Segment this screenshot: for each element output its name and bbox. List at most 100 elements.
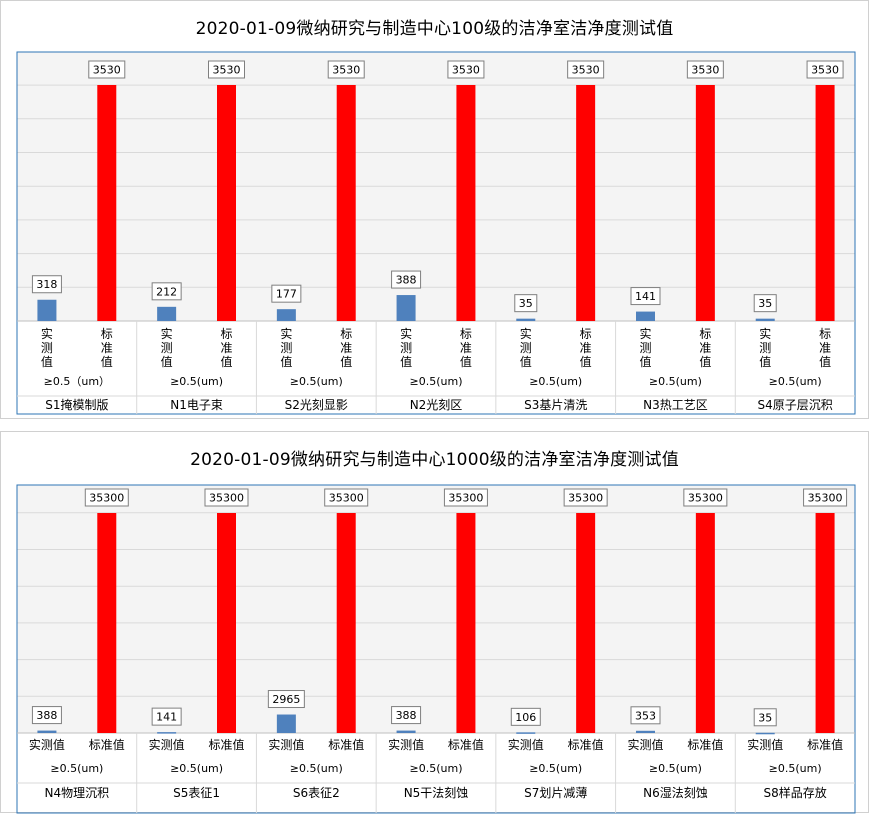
bar-measured	[396, 730, 416, 733]
series-label-char: 测	[161, 341, 173, 355]
category-label: S6表征2	[293, 786, 340, 800]
bar-standard	[695, 513, 715, 733]
category-label: S1掩模制版	[45, 398, 108, 412]
series-label-char: 测	[41, 341, 53, 355]
data-label-box	[630, 287, 661, 306]
particle-size-label: ≥0.5(um)	[290, 762, 343, 775]
series-label: 实测值	[268, 737, 304, 752]
chart-panel-class-100: 2020-01-09微纳研究与制造中心100级的洁净室洁净度测试值 318 实测值…	[0, 0, 869, 419]
data-label: 3530	[811, 64, 839, 77]
data-label: 3530	[572, 64, 600, 77]
data-label-box	[563, 488, 608, 507]
bar-measured	[755, 732, 775, 735]
data-label: 35300	[329, 492, 364, 505]
chart-svg: 388 实测值 35300 标准值 ≥0.5(um) N4物理沉积 141 实测值 35300 标…	[16, 484, 856, 814]
series-label: 实测值	[508, 737, 544, 752]
data-label: 353	[635, 709, 656, 722]
category-label: S8样品存放	[764, 785, 827, 800]
data-label-box	[88, 60, 126, 79]
data-label-box	[151, 282, 182, 301]
bar-measured	[636, 730, 655, 733]
chart-panel-class-1000: 2020-01-09微纳研究与制造中心1000级的洁净室洁净度测试值 388 实测…	[0, 431, 869, 814]
data-label: 35300	[209, 492, 244, 505]
data-label: 35300	[688, 492, 723, 505]
particle-size-label: ≥0.5(um)	[649, 375, 702, 388]
series-label-char: 标	[101, 327, 113, 341]
data-label: 35	[758, 297, 772, 310]
bar-measured	[37, 299, 57, 321]
category-label: S7划片减薄	[524, 785, 587, 800]
series-label-char: 标	[699, 327, 711, 341]
series-label-char: 测	[280, 341, 292, 355]
series-label-char: 值	[520, 354, 532, 369]
data-label: 3530	[213, 64, 241, 77]
series-label-char: 值	[759, 354, 771, 369]
particle-size-label: ≥0.5(um)	[769, 375, 822, 388]
series-label-char: 值	[280, 354, 292, 369]
data-label-box	[803, 488, 848, 507]
series-label-char: 标	[340, 327, 352, 341]
category-label: S5表征1	[173, 786, 220, 800]
particle-size-label: ≥0.5(um)	[649, 762, 702, 775]
series-label: 标准值	[328, 737, 364, 752]
bar-measured	[636, 311, 655, 321]
series-label-char: 准	[819, 341, 831, 355]
series-label-char: 准	[340, 341, 352, 355]
data-label: 2965	[272, 693, 300, 706]
bar-standard	[815, 85, 835, 321]
data-label: 3530	[332, 64, 360, 77]
data-label-box	[753, 708, 777, 727]
series-label: 标准值	[687, 737, 723, 752]
data-label-box	[683, 488, 728, 507]
data-label-box	[324, 488, 369, 507]
bar-standard	[815, 513, 835, 733]
series-label-char: 值	[699, 354, 711, 369]
data-label-box	[391, 270, 422, 289]
data-label: 3530	[691, 64, 719, 77]
bar-standard	[97, 513, 117, 733]
data-label: 141	[156, 711, 177, 724]
bar-measured	[157, 306, 177, 321]
series-label-char: 测	[400, 341, 412, 355]
bar-standard	[576, 85, 596, 321]
series-label: 标准值	[208, 737, 244, 752]
series-label: 标准值	[448, 737, 484, 752]
series-label: 实测值	[627, 737, 663, 752]
series-label-char: 标	[460, 327, 472, 341]
series-label: 标准值	[568, 737, 604, 752]
data-label-box	[514, 294, 538, 313]
series-label-char: 实	[280, 326, 292, 341]
bar-measured	[157, 732, 177, 734]
bar-measured	[276, 714, 296, 733]
particle-size-label: ≥0.5(um)	[529, 762, 582, 775]
data-label: 318	[36, 278, 57, 291]
particle-size-label: ≥0.5(um)	[410, 375, 463, 388]
series-label-char: 测	[639, 341, 651, 355]
series-label-char: 值	[101, 354, 113, 369]
bar-standard	[576, 513, 596, 733]
series-label-char: 值	[161, 354, 173, 369]
data-label-box	[208, 60, 245, 79]
data-label-box	[567, 60, 605, 79]
particle-size-label: ≥0.5(um)	[290, 375, 343, 388]
bar-standard	[336, 85, 356, 321]
plot-frame	[16, 51, 856, 415]
category-label: S4原子层沉积	[758, 398, 833, 412]
particle-size-label: ≥0.5(um)	[170, 762, 223, 775]
data-label-box	[31, 275, 62, 294]
data-label-box	[84, 488, 129, 507]
category-label: N1电子束	[170, 398, 223, 412]
data-label: 35	[758, 711, 772, 724]
chart-title: 2020-01-09微纳研究与制造中心100级的洁净室洁净度测试值	[195, 19, 674, 39]
category-label: S2光刻显影	[285, 398, 348, 412]
series-label-char: 实	[161, 326, 173, 341]
category-label: N4物理沉积	[45, 786, 110, 800]
series-label-char: 实	[639, 326, 651, 341]
data-label-box	[327, 60, 365, 79]
data-label-box	[204, 488, 249, 507]
bar-measured	[37, 730, 57, 733]
data-label: 3530	[452, 64, 480, 77]
bar-measured	[755, 318, 775, 321]
bar-standard	[456, 513, 476, 733]
series-label-char: 准	[580, 341, 592, 355]
